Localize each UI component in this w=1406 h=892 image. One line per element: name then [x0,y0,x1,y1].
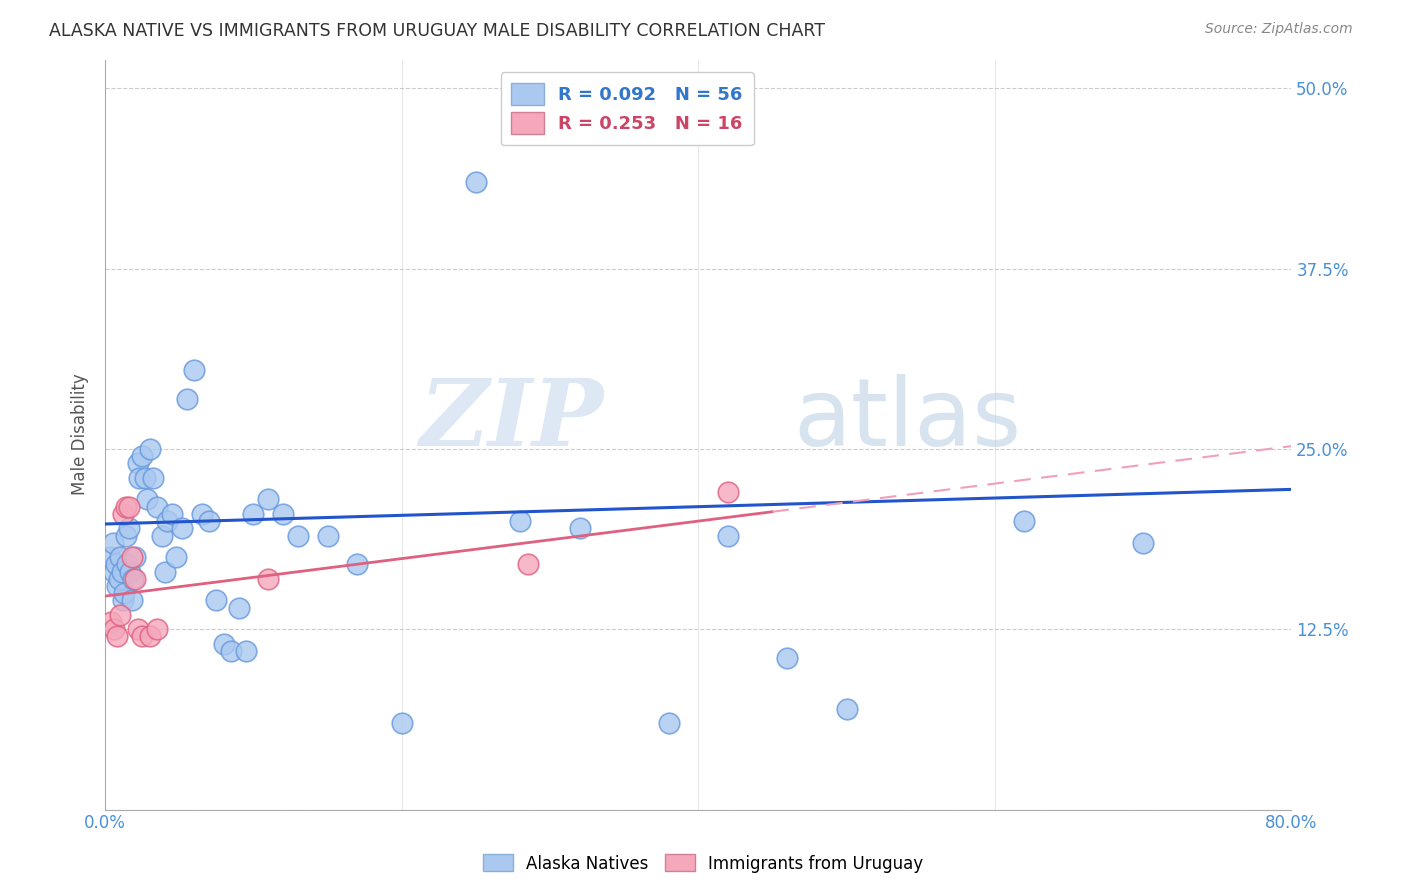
Point [121,550,143,565]
Point [1014,514,1036,528]
Point [183,362,205,376]
Point [391,716,413,731]
Point [212,637,235,651]
Point [464,175,486,189]
Point [146,500,169,514]
Point [108,550,131,565]
Point [142,471,165,485]
Point [100,615,122,629]
Point [122,572,145,586]
Point [257,572,280,586]
Point [127,622,149,636]
Point [172,521,194,535]
Point [235,644,257,658]
Point [176,392,198,406]
Point [138,442,160,456]
Point [138,630,160,644]
Point [271,507,294,521]
Point [165,550,187,565]
Point [150,528,173,542]
Point [108,607,131,622]
Text: Source: ZipAtlas.com: Source: ZipAtlas.com [1205,22,1353,37]
Point [346,558,368,572]
Point [257,492,280,507]
Point [107,572,129,586]
Point [135,492,157,507]
Point [103,622,125,636]
Point [198,514,221,528]
Point [509,514,531,528]
Point [776,651,799,665]
Legend: Alaska Natives, Immigrants from Uruguay: Alaska Natives, Immigrants from Uruguay [475,847,931,880]
Point [118,521,141,535]
Text: ALASKA NATIVE VS IMMIGRANTS FROM URUGUAY MALE DISABILITY CORRELATION CHART: ALASKA NATIVE VS IMMIGRANTS FROM URUGUAY… [49,22,825,40]
Point [190,507,212,521]
Point [658,716,681,731]
Point [156,514,179,528]
Point [717,528,740,542]
Point [127,457,149,471]
Point [717,485,740,500]
Point [124,550,146,565]
Point [835,701,858,715]
Point [110,565,132,579]
Point [287,528,309,542]
Point [101,535,124,549]
Point [228,600,250,615]
Point [1132,535,1154,549]
Point [117,558,139,572]
Point [131,449,153,463]
Point [115,528,138,542]
Point [111,507,134,521]
Point [516,558,538,572]
Text: ZIP: ZIP [419,375,603,465]
Point [104,558,127,572]
Point [124,572,146,586]
Point [568,521,591,535]
Y-axis label: Male Disability: Male Disability [72,374,89,495]
Point [115,500,138,514]
Point [120,565,142,579]
Point [103,565,125,579]
Text: atlas: atlas [793,374,1021,466]
Point [160,507,183,521]
Point [98,550,121,565]
Point [118,500,141,514]
Point [105,630,128,644]
Point [134,471,156,485]
Point [114,586,136,600]
Point [105,579,128,593]
Point [153,565,176,579]
Point [146,622,169,636]
Point [111,593,134,607]
Point [131,630,153,644]
Legend: R = 0.092   N = 56, R = 0.253   N = 16: R = 0.092 N = 56, R = 0.253 N = 16 [501,72,754,145]
Point [242,507,264,521]
Point [205,593,228,607]
Point [128,471,150,485]
Point [121,593,143,607]
Point [219,644,242,658]
Point [316,528,339,542]
